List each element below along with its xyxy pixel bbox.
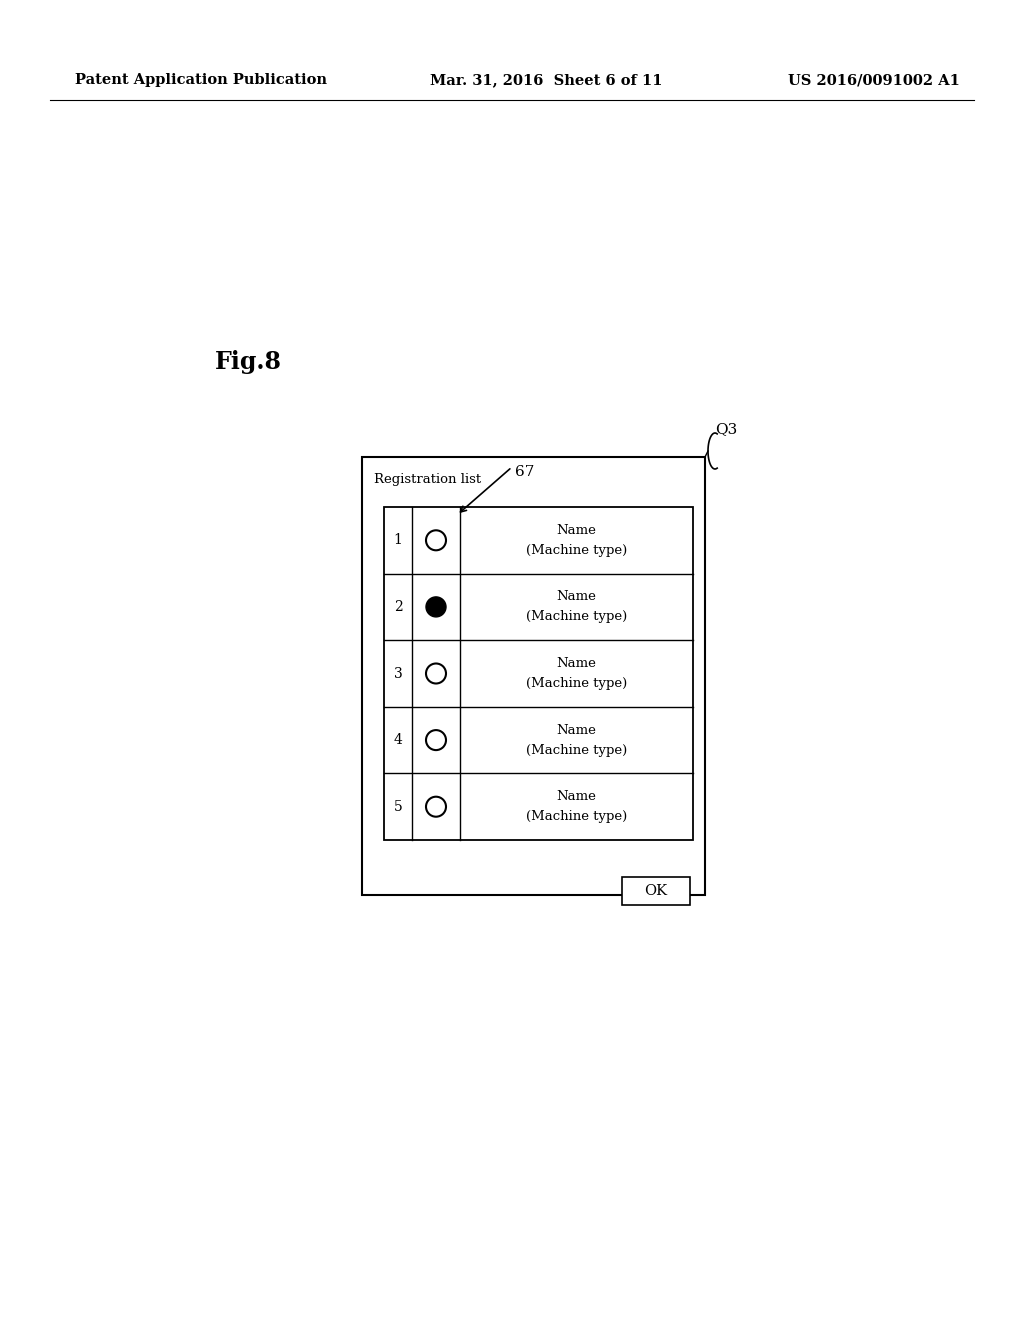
Text: OK: OK bbox=[644, 884, 668, 898]
Text: 67: 67 bbox=[515, 465, 535, 479]
Text: Name: Name bbox=[557, 657, 596, 671]
Text: (Machine type): (Machine type) bbox=[526, 677, 627, 690]
Bar bbox=[622, 876, 690, 906]
Bar bbox=[384, 507, 693, 840]
Text: 5: 5 bbox=[393, 800, 402, 813]
Text: 2: 2 bbox=[393, 599, 402, 614]
Text: Fig.8: Fig.8 bbox=[215, 350, 282, 374]
Text: (Machine type): (Machine type) bbox=[526, 810, 627, 824]
Text: 3: 3 bbox=[393, 667, 402, 681]
Text: Name: Name bbox=[557, 590, 596, 603]
Text: (Machine type): (Machine type) bbox=[526, 743, 627, 756]
Text: Name: Name bbox=[557, 524, 596, 537]
Text: Name: Name bbox=[557, 791, 596, 803]
Text: (Machine type): (Machine type) bbox=[526, 610, 627, 623]
Circle shape bbox=[426, 597, 446, 616]
Text: Mar. 31, 2016  Sheet 6 of 11: Mar. 31, 2016 Sheet 6 of 11 bbox=[430, 73, 663, 87]
Text: Registration list: Registration list bbox=[374, 473, 481, 486]
Text: (Machine type): (Machine type) bbox=[526, 544, 627, 557]
Text: Name: Name bbox=[557, 723, 596, 737]
Text: 4: 4 bbox=[393, 733, 402, 747]
Bar bbox=[362, 457, 705, 895]
Text: Patent Application Publication: Patent Application Publication bbox=[75, 73, 327, 87]
Text: US 2016/0091002 A1: US 2016/0091002 A1 bbox=[788, 73, 961, 87]
Text: 1: 1 bbox=[393, 533, 402, 548]
Text: Q3: Q3 bbox=[715, 422, 737, 436]
